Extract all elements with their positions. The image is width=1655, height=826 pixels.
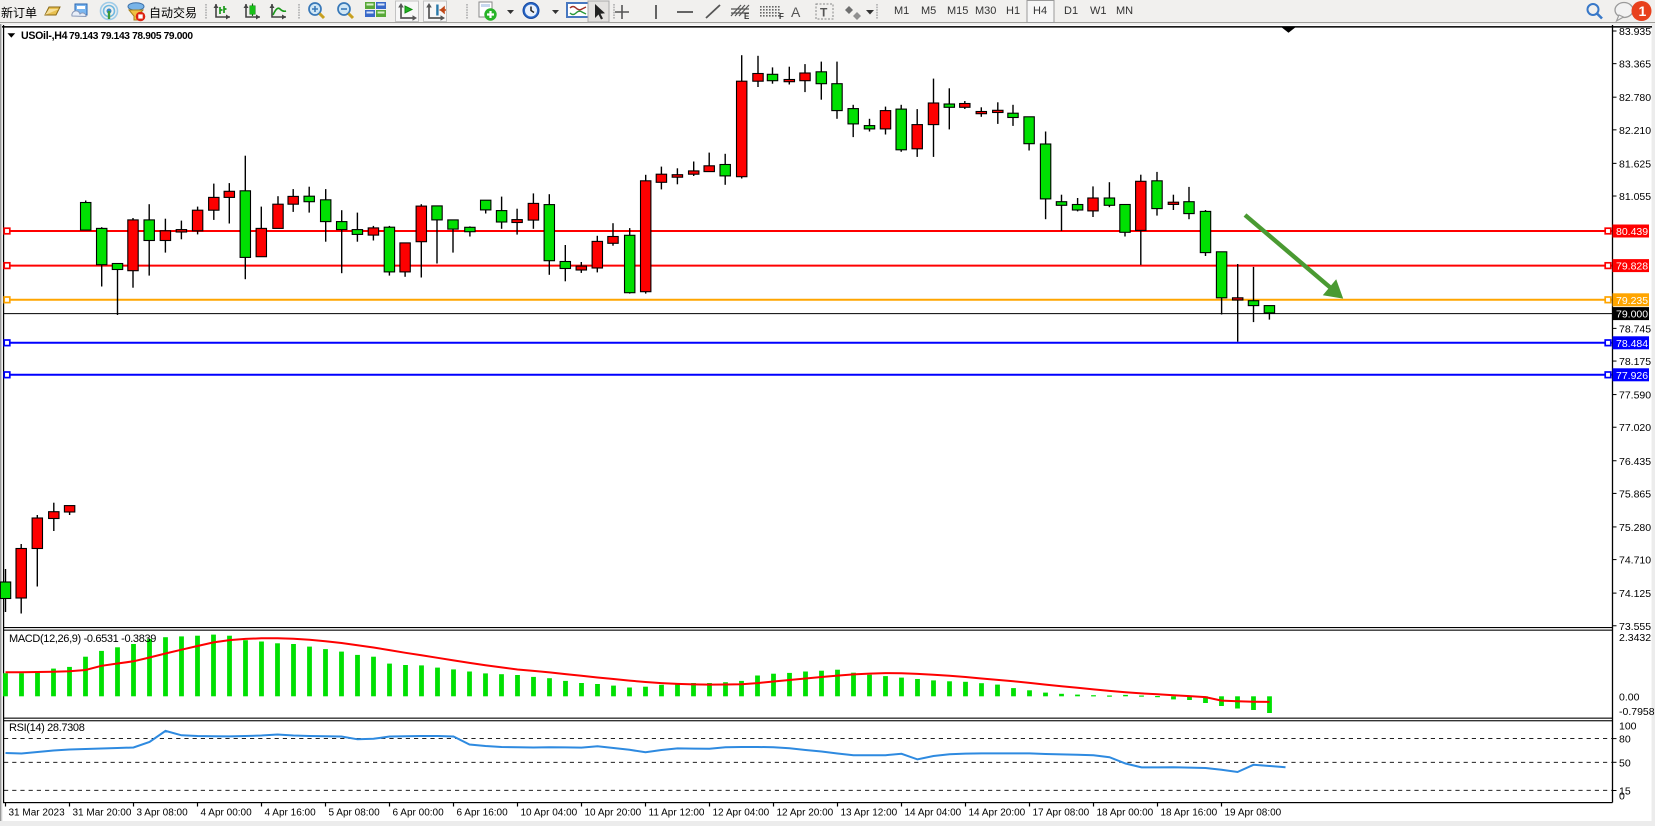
- svg-text:31 Mar 20:00: 31 Mar 20:00: [73, 808, 132, 819]
- svg-text:14 Apr 04:00: 14 Apr 04:00: [905, 808, 962, 819]
- svg-text:10 Apr 20:00: 10 Apr 20:00: [585, 808, 642, 819]
- svg-text:17 Apr 08:00: 17 Apr 08:00: [1033, 808, 1090, 819]
- svg-text:3 Apr 08:00: 3 Apr 08:00: [137, 808, 189, 819]
- svg-text:73.555: 73.555: [1619, 621, 1651, 633]
- svg-text:100: 100: [1619, 721, 1637, 733]
- svg-text:T: T: [820, 6, 828, 20]
- svg-text:75.865: 75.865: [1619, 488, 1651, 500]
- svg-text:19 Apr 08:00: 19 Apr 08:00: [1225, 808, 1282, 819]
- svg-text:81.055: 81.055: [1619, 191, 1651, 203]
- svg-text:2.3432: 2.3432: [1619, 632, 1651, 644]
- svg-text:12 Apr 20:00: 12 Apr 20:00: [777, 808, 834, 819]
- svg-text:10 Apr 04:00: 10 Apr 04:00: [521, 808, 578, 819]
- svg-text:77.590: 77.590: [1619, 390, 1651, 402]
- svg-text:13 Apr 12:00: 13 Apr 12:00: [841, 808, 898, 819]
- svg-text:50: 50: [1619, 757, 1631, 769]
- svg-text:79.235: 79.235: [1616, 295, 1648, 307]
- svg-text:82.780: 82.780: [1619, 92, 1651, 104]
- svg-text:A: A: [791, 4, 801, 20]
- svg-text:18 Apr 00:00: 18 Apr 00:00: [1097, 808, 1154, 819]
- svg-text:USOil-,H4: USOil-,H4: [21, 30, 68, 42]
- svg-text:76.435: 76.435: [1619, 456, 1651, 468]
- svg-text:74.125: 74.125: [1619, 588, 1651, 600]
- svg-text:78.175: 78.175: [1619, 356, 1651, 368]
- svg-text:79.000: 79.000: [1616, 309, 1648, 321]
- svg-text:79.828: 79.828: [1616, 261, 1648, 273]
- svg-text:80.439: 80.439: [1616, 226, 1648, 238]
- svg-text:18 Apr 16:00: 18 Apr 16:00: [1161, 808, 1218, 819]
- svg-text:1: 1: [1639, 3, 1647, 19]
- svg-text:82.210: 82.210: [1619, 125, 1651, 137]
- svg-text:14 Apr 20:00: 14 Apr 20:00: [969, 808, 1026, 819]
- svg-text:83.365: 83.365: [1619, 59, 1651, 71]
- svg-text:11 Apr 12:00: 11 Apr 12:00: [649, 808, 705, 819]
- svg-text:-0.7958: -0.7958: [1619, 706, 1655, 718]
- svg-text:31 Mar 2023: 31 Mar 2023: [9, 808, 66, 819]
- svg-text:15: 15: [1619, 786, 1631, 798]
- svg-text:79.143 79.143 78.905 79.000: 79.143 79.143 78.905 79.000: [69, 31, 193, 42]
- svg-text:F: F: [779, 12, 784, 21]
- svg-text:83.935: 83.935: [1619, 26, 1651, 38]
- svg-text:RSI(14) 28.7308: RSI(14) 28.7308: [9, 722, 85, 734]
- svg-text:MACD(12,26,9) -0.6531 -0.3839: MACD(12,26,9) -0.6531 -0.3839: [9, 633, 156, 645]
- svg-text:77.926: 77.926: [1616, 370, 1648, 382]
- svg-text:75.280: 75.280: [1619, 522, 1651, 534]
- svg-text:78.745: 78.745: [1619, 323, 1651, 335]
- svg-text:E: E: [744, 12, 750, 21]
- svg-text:80: 80: [1619, 734, 1631, 746]
- svg-text:77.020: 77.020: [1619, 422, 1651, 434]
- svg-text:5 Apr 08:00: 5 Apr 08:00: [329, 808, 381, 819]
- svg-text:81.625: 81.625: [1619, 158, 1651, 170]
- svg-text:78.484: 78.484: [1616, 338, 1648, 350]
- svg-text:4 Apr 00:00: 4 Apr 00:00: [201, 808, 253, 819]
- svg-text:0.00: 0.00: [1619, 692, 1640, 704]
- svg-text:74.710: 74.710: [1619, 555, 1651, 567]
- svg-text:4 Apr 16:00: 4 Apr 16:00: [265, 808, 317, 819]
- svg-text:6 Apr 16:00: 6 Apr 16:00: [457, 808, 509, 819]
- svg-text:6 Apr 00:00: 6 Apr 00:00: [393, 808, 445, 819]
- svg-text:0: 0: [1619, 791, 1625, 803]
- svg-text:12 Apr 04:00: 12 Apr 04:00: [713, 808, 770, 819]
